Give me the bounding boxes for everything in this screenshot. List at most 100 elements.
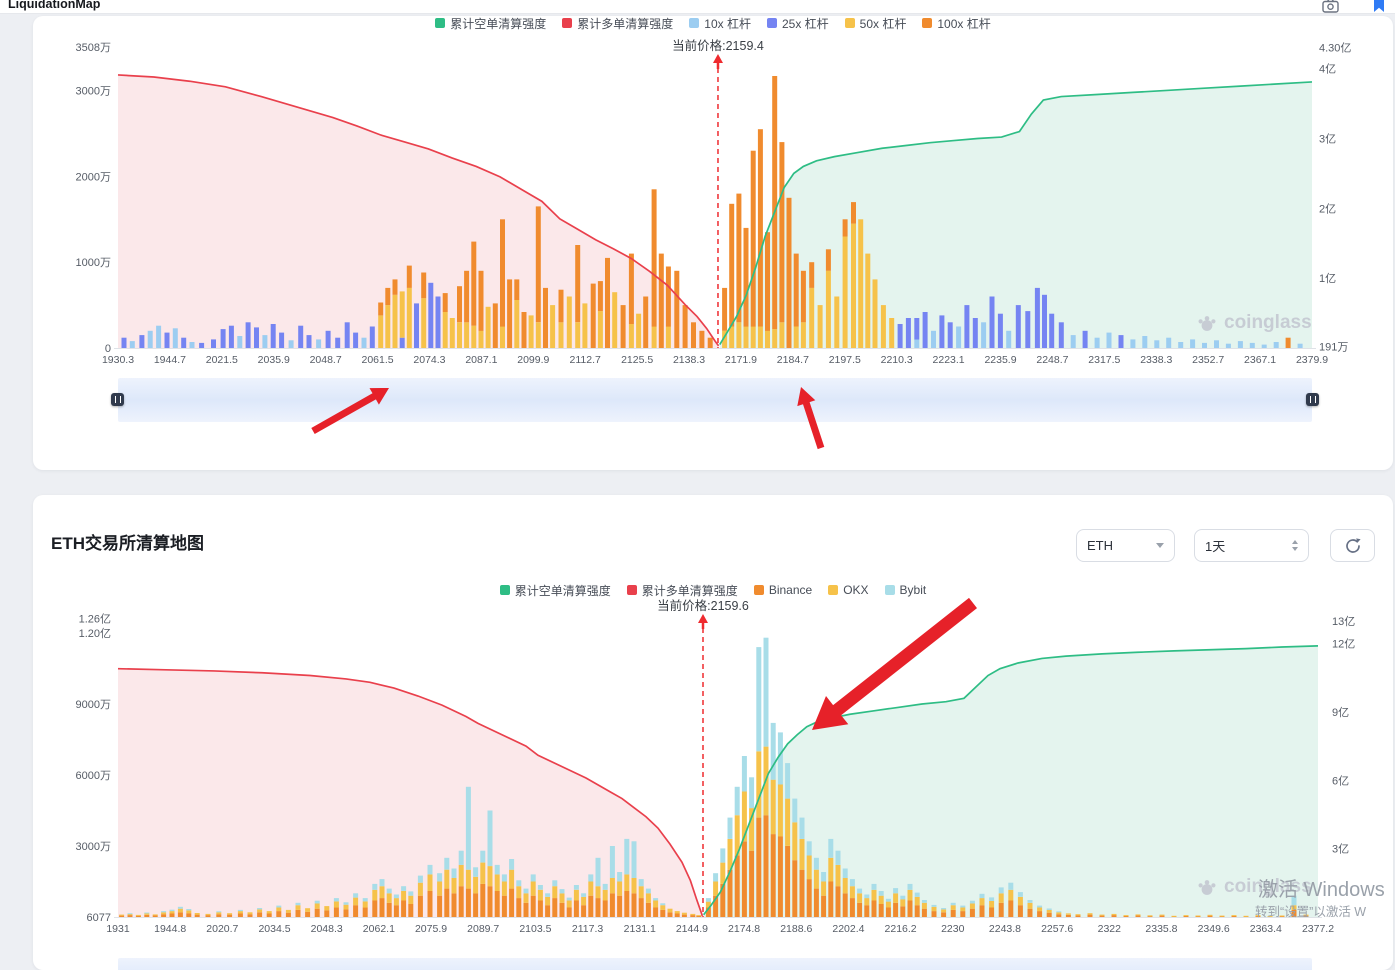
legend-item[interactable]: 50x 杠杆 xyxy=(844,16,907,32)
axis-label: 2223.1 xyxy=(933,354,965,366)
coin-select[interactable]: ETH xyxy=(1076,529,1175,562)
bookmark-icon[interactable] xyxy=(1373,0,1385,13)
axis-label: 9亿 xyxy=(1332,706,1349,719)
axis-label: 2335.8 xyxy=(1145,923,1177,935)
axis-label: 2035.9 xyxy=(258,354,290,366)
chart2-range-slider[interactable] xyxy=(118,958,1312,970)
legend-chip xyxy=(828,585,839,595)
legend-chip xyxy=(435,18,446,28)
axis-label: 2144.9 xyxy=(676,923,708,935)
legend-item[interactable]: 25x 杠杆 xyxy=(766,16,829,32)
grip-icon xyxy=(114,396,121,403)
long-liquidation-line xyxy=(117,667,704,917)
axis-label: 1944.7 xyxy=(154,354,186,366)
legend-item[interactable]: Bybit xyxy=(884,583,926,597)
axis-label: 1000万 xyxy=(76,257,111,269)
axis-label: 2379.9 xyxy=(1296,354,1328,366)
legend-chip xyxy=(884,585,895,595)
axis-label: 2125.5 xyxy=(621,354,653,366)
refresh-icon xyxy=(1345,537,1361,553)
axis-label: 3000万 xyxy=(76,86,111,98)
legend-label: 50x 杠杆 xyxy=(859,16,907,31)
axis-label: 2020.7 xyxy=(206,923,238,935)
axis-label: 2000万 xyxy=(76,171,111,183)
axis-label: 2061.5 xyxy=(362,354,394,366)
legend-item[interactable]: 10x 杠杆 xyxy=(689,16,751,32)
period-input-value: 1天 xyxy=(1205,539,1226,554)
axis-label: 12亿 xyxy=(1332,638,1355,651)
axis-label: 2048.7 xyxy=(310,354,342,366)
section-title: ETH交易所清算地图 xyxy=(51,534,204,553)
axis-label: 2131.1 xyxy=(624,923,656,935)
axis-label: 2322 xyxy=(1098,923,1122,935)
stepper-icon[interactable] xyxy=(1292,540,1298,551)
legend-item[interactable]: 累计多单清算强度 xyxy=(626,582,738,599)
area-fill xyxy=(118,668,703,917)
axis-label: 2062.1 xyxy=(363,923,395,935)
axis-label: 13亿 xyxy=(1332,615,1355,628)
bars xyxy=(121,76,1303,348)
exchange-liquidation-map-card: ETH交易所清算地图 ETH 1天 累计空单清算强度 累计多单清算强度 Binanc… xyxy=(33,495,1393,970)
axis-label: 2117.3 xyxy=(572,923,603,935)
axis-label: 9000万 xyxy=(76,699,111,711)
current-price-arrow-icon xyxy=(698,614,708,623)
legend-label: OKX xyxy=(843,583,869,597)
legend-item[interactable]: Binance xyxy=(753,583,812,597)
legend-label: 累计空单清算强度 xyxy=(514,583,611,598)
chart1-slider-handle-left[interactable] xyxy=(111,393,124,406)
chart1-slider-handle-right[interactable] xyxy=(1306,393,1319,406)
legend-item[interactable]: 累计空单清算强度 xyxy=(435,16,546,32)
axis-label: 2103.5 xyxy=(519,923,551,935)
legend-chip xyxy=(922,18,933,28)
axis-label: 4亿 xyxy=(1319,63,1336,76)
axis-label: 1944.8 xyxy=(154,923,186,935)
axis-label: 1931 xyxy=(106,923,130,935)
axis-label: 2048.3 xyxy=(311,923,343,935)
page-title: LiquidationMap xyxy=(8,0,101,11)
axis-label: 3508万 xyxy=(76,42,111,54)
current-price-label: 当前价格:2159.6 xyxy=(657,598,749,613)
axis-label: 2074.3 xyxy=(413,354,445,366)
axis-label: 2184.7 xyxy=(777,354,809,366)
topbar: LiquidationMap xyxy=(0,0,1395,14)
legend-item[interactable]: 100x 杠杆 xyxy=(922,16,991,32)
chart1-range-slider[interactable] xyxy=(111,378,1319,422)
legend-label: 累计空单清算强度 xyxy=(450,16,547,31)
axis-label: 3亿 xyxy=(1319,132,1336,145)
axis-label: 1930.3 xyxy=(102,354,134,366)
axis-label: 2174.8 xyxy=(728,923,760,935)
axis-label: 2099.9 xyxy=(517,354,549,366)
axis-label: 2021.5 xyxy=(206,354,238,366)
legend-label: 100x 杠杆 xyxy=(937,16,991,31)
liquidation-map-chart[interactable]: 3508万 3000万 2000万 1000万 0 4.30亿 4亿 3亿 2亿 1亿 191万 19… xyxy=(33,32,1393,374)
axis-label: 3000万 xyxy=(76,841,111,853)
legend-item[interactable]: OKX xyxy=(828,583,869,597)
axis-label: 2243.8 xyxy=(989,923,1021,935)
axis-label: 2377.2 xyxy=(1302,923,1334,935)
current-price-label: 当前价格:2159.4 xyxy=(672,38,764,53)
axis-label: 1.20亿 xyxy=(79,627,111,640)
axis-label: 2087.1 xyxy=(465,354,497,366)
legend-item[interactable]: 累计空单清算强度 xyxy=(499,582,611,599)
legend-label: 累计多单清算强度 xyxy=(577,16,674,31)
axis-label: 2210.3 xyxy=(881,354,913,366)
legend-chip xyxy=(844,18,855,28)
period-input[interactable]: 1天 xyxy=(1194,529,1309,562)
axis-label: 2075.9 xyxy=(415,923,447,935)
axis-label: 2216.2 xyxy=(885,923,917,935)
axis-label: 2230 xyxy=(941,923,965,935)
legend-label: 10x 杠杆 xyxy=(704,16,751,31)
long-liquidation-line xyxy=(117,74,720,347)
axis-label: 2317.5 xyxy=(1088,354,1120,366)
legend-item[interactable]: 累计多单清算强度 xyxy=(562,16,673,32)
grip-icon xyxy=(1309,396,1316,403)
axis-label: 6亿 xyxy=(1332,774,1349,787)
liquidation-map-card: 累计空单清算强度 累计多单清算强度 10x 杠杆 25x 杠杆 50x 杠杆 100x 杠… xyxy=(33,16,1393,470)
refresh-button[interactable] xyxy=(1330,529,1375,562)
screenshot-camera-icon[interactable] xyxy=(1322,0,1339,13)
axis-label: 6077 xyxy=(87,912,111,924)
axis-label: 4.30亿 xyxy=(1319,42,1351,55)
axis-label: 1.26亿 xyxy=(79,613,111,626)
axis-label: 2367.1 xyxy=(1244,354,1276,366)
